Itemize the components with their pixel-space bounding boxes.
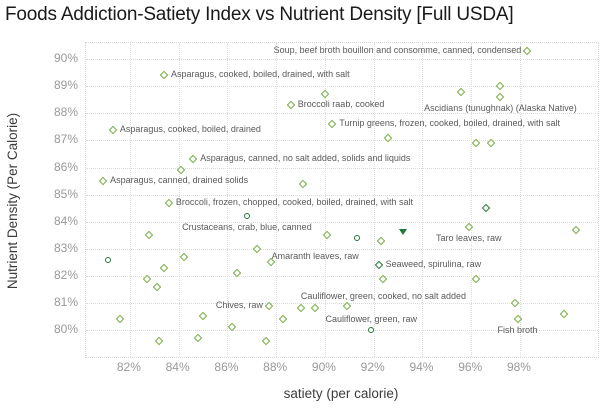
x-tick-label: 90%	[311, 360, 336, 374]
point-label: Cauliflower, green, cooked, no salt adde…	[300, 290, 466, 301]
data-point[interactable]	[145, 230, 154, 240]
gridline-horizontal	[86, 86, 598, 88]
data-point[interactable]	[374, 260, 383, 270]
data-point[interactable]	[152, 282, 161, 291]
data-point[interactable]	[510, 298, 520, 308]
y-tick-label: 80%	[53, 321, 78, 336]
data-point[interactable]	[279, 314, 288, 324]
gridline-horizontal	[86, 302, 598, 304]
point-label: Fish broth	[497, 325, 538, 336]
data-point[interactable]	[159, 71, 169, 80]
gridline-horizontal	[86, 194, 598, 196]
data-point[interactable]	[243, 213, 250, 220]
x-tick-label: 92%	[360, 360, 385, 374]
point-label: Chives, raw	[215, 299, 263, 310]
data-point[interactable]	[320, 90, 330, 99]
data-point[interactable]	[310, 304, 320, 313]
y-tick-label: 83%	[53, 240, 78, 255]
data-point[interactable]	[571, 225, 581, 235]
point-label: Broccoli, frozen, chopped, cooked, boile…	[175, 196, 414, 207]
plot-area: Soup, beef broth bouillon and consomme, …	[85, 42, 599, 358]
data-point[interactable]	[154, 336, 164, 345]
gridline-vertical	[422, 43, 424, 357]
chart-title: Foods Addiction-Satiety Index vs Nutrien…	[5, 4, 514, 25]
data-point[interactable]	[104, 256, 111, 263]
point-label: Asparagus, cooked, boiled, drained	[119, 123, 261, 134]
data-point[interactable]	[252, 244, 261, 253]
gridline-vertical	[373, 43, 375, 357]
x-tick-label: 84%	[165, 360, 190, 374]
data-point[interactable]	[98, 176, 108, 186]
data-point[interactable]	[368, 326, 375, 333]
y-tick-label: 85%	[53, 186, 78, 201]
data-point[interactable]	[164, 198, 174, 207]
data-point[interactable]	[523, 46, 532, 56]
data-point[interactable]	[559, 309, 569, 318]
point-label: Ascidians (tunughnak) (Alaska Native)	[424, 103, 577, 114]
gridline-horizontal	[86, 275, 598, 277]
point-label: Asparagus, cooked, boiled, drained, with…	[171, 69, 350, 80]
y-tick-label: 86%	[53, 159, 78, 174]
data-point[interactable]	[108, 125, 118, 134]
data-point[interactable]	[496, 82, 505, 91]
y-tick-label: 82%	[53, 267, 78, 282]
y-tick-label: 84%	[53, 213, 78, 228]
point-label: Soup, beef broth bouillon and consomme, …	[273, 45, 522, 56]
data-point[interactable]	[496, 92, 505, 102]
point-label: Asparagus, canned, drained solids	[110, 175, 249, 186]
point-label: Asparagus, canned, no salt added, solids…	[200, 153, 411, 164]
y-tick-label: 89%	[53, 78, 78, 93]
gridline-vertical	[471, 43, 473, 357]
y-tick-label: 81%	[53, 294, 78, 309]
gridline-vertical	[324, 43, 326, 357]
data-point[interactable]	[457, 87, 466, 96]
data-point[interactable]	[286, 101, 296, 110]
data-point[interactable]	[327, 119, 337, 129]
gridline-horizontal	[86, 59, 598, 61]
y-tick-label: 88%	[53, 105, 78, 120]
x-tick-label: 94%	[409, 360, 434, 374]
data-point[interactable]	[481, 203, 491, 213]
x-tick-label: 88%	[263, 360, 288, 374]
gridline-vertical	[129, 43, 131, 357]
x-tick-label: 82%	[116, 360, 141, 374]
data-point[interactable]	[193, 333, 203, 343]
gridline-horizontal	[86, 113, 598, 115]
gridline-vertical	[227, 43, 229, 357]
data-point[interactable]	[189, 155, 198, 164]
y-axis-title: Nutrient Density (Per Calorie)	[5, 112, 20, 290]
x-tick-label: 86%	[214, 360, 239, 374]
gridline-vertical	[276, 43, 278, 357]
point-label: Turnip greens, frozen, cooked, boiled, d…	[339, 118, 561, 129]
gridline-horizontal	[86, 167, 598, 169]
data-point[interactable]	[376, 236, 386, 245]
gridline-horizontal	[86, 221, 598, 223]
gridline-vertical	[519, 43, 521, 357]
data-point[interactable]	[115, 314, 125, 324]
x-tick-label: 96%	[458, 360, 483, 374]
data-point[interactable]	[298, 179, 308, 188]
gridline-horizontal	[86, 140, 598, 142]
data-point[interactable]	[159, 263, 169, 272]
y-tick-label: 87%	[53, 132, 78, 147]
point-label: Broccoli raab, cooked	[297, 99, 385, 110]
point-label: Cauliflower, green, raw	[325, 313, 418, 324]
gridline-horizontal	[86, 329, 598, 331]
point-label: Crustaceans, crab, blue, canned	[182, 222, 312, 233]
point-label: Taro leaves, raw	[436, 233, 502, 244]
x-axis-title: satiety (per calorie)	[283, 386, 399, 401]
data-point[interactable]	[296, 304, 305, 313]
data-point[interactable]	[353, 234, 360, 241]
point-label: Seaweed, spirulina, raw	[385, 258, 482, 269]
y-tick-label: 90%	[53, 51, 78, 66]
data-point[interactable]	[262, 336, 271, 345]
data-point[interactable]	[398, 229, 407, 236]
gridline-vertical	[178, 43, 180, 357]
x-tick-label: 98%	[506, 360, 531, 374]
point-label: Amaranth leaves, raw	[271, 250, 359, 261]
data-point[interactable]	[198, 312, 208, 321]
gridline-horizontal	[86, 248, 598, 250]
data-point[interactable]	[179, 252, 188, 262]
